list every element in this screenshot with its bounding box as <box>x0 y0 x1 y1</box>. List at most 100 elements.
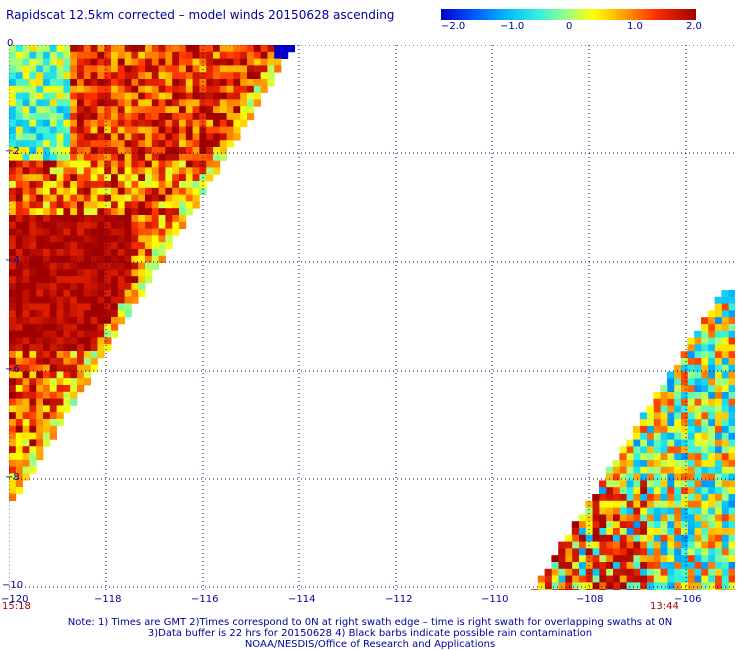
swath-cell <box>63 119 71 127</box>
swath-cell <box>124 255 132 263</box>
swath-cell <box>158 181 166 189</box>
swath-cell <box>117 201 125 209</box>
swath-cell <box>185 58 193 66</box>
swath-cell <box>70 249 78 257</box>
swath-cell <box>646 446 654 454</box>
swath-cell <box>111 228 119 236</box>
swath-cell <box>131 194 139 202</box>
swath-cell <box>219 99 227 107</box>
swath-cell <box>165 99 173 107</box>
swath-cell <box>592 494 600 502</box>
swath-cell <box>151 58 159 66</box>
swath-cell <box>70 194 78 202</box>
swath-cell <box>145 113 153 121</box>
swath-cell <box>104 133 112 141</box>
swath-cell <box>680 568 688 576</box>
swath-cell <box>22 92 30 100</box>
swath-cell <box>29 385 37 393</box>
swath-cell <box>721 507 729 515</box>
swath-cell <box>646 568 654 576</box>
swath-cell <box>694 439 702 447</box>
swath-cell <box>206 119 214 127</box>
swath-cell <box>83 262 91 270</box>
swath-cell <box>83 283 91 291</box>
swath-cell <box>15 181 23 189</box>
swath-cell <box>151 147 159 155</box>
swath-cell <box>158 99 166 107</box>
swath-cell <box>673 371 681 379</box>
swath-cell <box>707 453 715 461</box>
swath-cell <box>619 453 627 461</box>
swath-cell <box>544 575 552 583</box>
swath-cell <box>673 460 681 468</box>
swath-cell <box>56 45 64 53</box>
swath-cell <box>63 378 71 386</box>
swath-cell <box>9 412 17 420</box>
swath-cell <box>707 446 715 454</box>
swath-cell <box>612 582 620 590</box>
swath-cell <box>565 582 573 590</box>
swath-cell <box>653 432 661 440</box>
swath-cell <box>131 269 139 277</box>
swath-cell <box>667 446 675 454</box>
swath-cell <box>77 160 85 168</box>
swath-cell <box>721 541 729 549</box>
swath-cell <box>131 153 139 161</box>
swath-cell <box>36 323 44 331</box>
swath-cell <box>213 85 221 93</box>
swath-cell <box>111 249 119 257</box>
swath-cell <box>83 181 91 189</box>
swath-cell <box>97 296 105 304</box>
swath-cell <box>36 262 44 270</box>
swath-cell <box>673 582 681 590</box>
swath-cell <box>199 72 207 80</box>
swath-cell <box>15 453 23 461</box>
swath-cell <box>29 119 37 127</box>
swath-cell <box>22 85 30 93</box>
swath-cell <box>117 133 125 141</box>
swath-cell <box>43 187 51 195</box>
swath-cell <box>90 249 98 257</box>
swath-cell <box>83 106 91 114</box>
swath-cell <box>9 330 17 338</box>
swath-cell <box>36 337 44 345</box>
swath-cell <box>585 500 593 508</box>
swath-cell <box>626 514 634 522</box>
swath-cell <box>199 119 207 127</box>
swath-cell <box>63 221 71 229</box>
swath-cell <box>63 323 71 331</box>
swath-cell <box>49 249 57 257</box>
swath-cell <box>151 160 159 168</box>
swath-cell <box>63 106 71 114</box>
swath-cell <box>36 194 44 202</box>
swath-cell <box>83 133 91 141</box>
swath-cell <box>43 296 51 304</box>
swath-cell <box>77 228 85 236</box>
swath-cell <box>9 480 17 488</box>
swath-cell <box>97 113 105 121</box>
swath-cell <box>138 187 146 195</box>
swath-cell <box>619 521 627 529</box>
swath-cell <box>226 119 234 127</box>
swath-cell <box>49 106 57 114</box>
swath-cell <box>680 582 688 590</box>
swath-cell <box>199 45 207 53</box>
swath-cell <box>633 548 641 556</box>
swath-cell <box>226 72 234 80</box>
swath-cell <box>172 72 180 80</box>
swath-cell <box>694 419 702 427</box>
swath-cell <box>165 160 173 168</box>
swath-cell <box>9 371 17 379</box>
swath-cell <box>117 153 125 161</box>
lat-lon-grid <box>9 45 735 590</box>
swath-cell <box>565 534 573 542</box>
swath-cell <box>22 187 30 195</box>
swath-cell <box>151 133 159 141</box>
swath-cell <box>673 378 681 386</box>
swath-cell <box>226 45 234 53</box>
swath-cell <box>15 228 23 236</box>
swath-cell <box>728 548 735 556</box>
swath-cell <box>626 453 634 461</box>
swath-cell <box>29 133 37 141</box>
swath-cell <box>165 92 173 100</box>
